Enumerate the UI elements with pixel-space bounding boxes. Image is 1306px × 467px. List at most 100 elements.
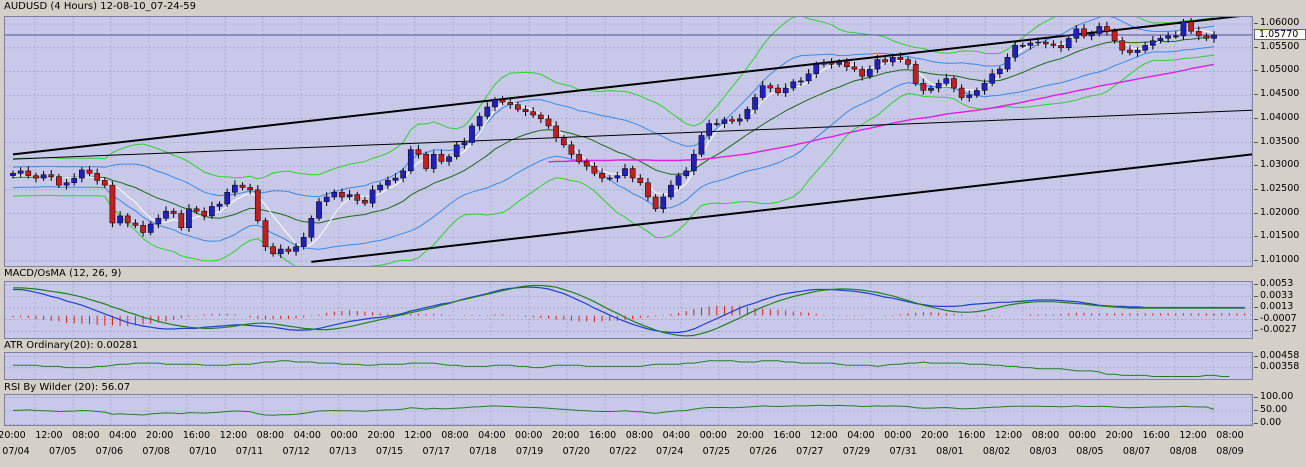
candle-up: [713, 123, 720, 125]
candle-up: [17, 170, 24, 174]
candle-up: [446, 156, 452, 162]
x-tick-date: 08/05: [1076, 446, 1104, 457]
candle-down: [86, 169, 93, 174]
macd-panel[interactable]: [4, 281, 1253, 339]
candle-up: [277, 248, 284, 255]
price-chart-title: AUDUSD (4 Hours) 12-08-10_07-24-59: [4, 1, 197, 12]
candle-up: [675, 175, 682, 186]
candle-up: [614, 175, 621, 179]
x-tick-time: 00:00: [884, 430, 912, 441]
candle-up: [935, 83, 942, 89]
macd-line: [13, 286, 1245, 334]
candle-up: [721, 119, 728, 124]
candle-down: [132, 222, 139, 226]
candle-up: [216, 203, 223, 207]
x-tick-time: 16:00: [182, 430, 211, 441]
candle-down: [507, 101, 514, 105]
candle-up: [316, 201, 322, 219]
candle-down: [201, 210, 208, 217]
candle-down: [339, 191, 345, 198]
candle-up: [866, 68, 873, 77]
candle-up: [369, 189, 376, 204]
x-tick-time: 20:00: [145, 430, 174, 441]
x-tick-date: 08/08: [1169, 446, 1197, 457]
trendline-mid: [12, 109, 1252, 160]
atr-chart[interactable]: [5, 353, 1253, 380]
x-tick-date: 07/25: [702, 446, 731, 457]
candle-up: [1096, 26, 1103, 34]
moving-average-short: [13, 27, 1215, 249]
x-tick-time: 20:00: [921, 430, 949, 441]
candle-up: [706, 123, 712, 136]
y-tick-label: -0.0007: [1254, 312, 1297, 324]
x-tick-time: 12:00: [404, 430, 432, 441]
candle-up: [790, 81, 797, 89]
candle-up: [1019, 45, 1026, 47]
x-tick-time: 20:00: [736, 430, 764, 441]
x-tick-time: 12:00: [994, 430, 1023, 441]
candle-up: [430, 154, 437, 169]
candle-up: [966, 94, 973, 98]
candle-down: [522, 109, 529, 112]
candle-up: [660, 196, 667, 210]
candle-up: [186, 208, 192, 228]
x-tick-date: 08/07: [1122, 446, 1151, 457]
rsi-chart[interactable]: [5, 395, 1253, 426]
candle-up: [1027, 42, 1034, 46]
candle-up: [683, 170, 690, 176]
candle-down: [767, 85, 774, 89]
y-tick-label: 0.0013: [1253, 301, 1294, 313]
candle-down: [912, 64, 919, 84]
price-panel[interactable]: [4, 16, 1253, 267]
candle-up: [1211, 34, 1217, 39]
candle-down: [1195, 30, 1202, 37]
candle-up: [1088, 33, 1095, 37]
x-tick-time: 20:00: [551, 430, 580, 441]
price-chart[interactable]: [5, 17, 1253, 267]
x-tick-time: 16:00: [1142, 430, 1170, 441]
x-tick-time: 04:00: [478, 430, 506, 441]
candle-down: [828, 62, 835, 65]
candle-up: [798, 80, 804, 83]
candle-down: [951, 78, 957, 89]
candle-down: [545, 118, 552, 127]
macd-chart[interactable]: [5, 282, 1253, 339]
x-tick-time: 00:00: [1068, 430, 1097, 441]
time-axis: 20:00 12:00 08:00 04:00 20:00 16:00 12:00 08:00…: [0, 428, 1306, 467]
x-tick-time: 20:00: [0, 430, 26, 441]
x-tick-time: 04:00: [662, 430, 691, 441]
candle-up: [1035, 41, 1041, 44]
candle-down: [859, 68, 865, 77]
candle-down: [170, 210, 177, 214]
x-tick-date: 07/06: [95, 446, 124, 457]
x-tick-time: 12:00: [219, 430, 248, 441]
atr-panel[interactable]: [4, 352, 1253, 380]
y-tick-label: 0.0033: [1253, 289, 1294, 301]
candle-up: [606, 177, 613, 180]
price-y-axis: 1.06000 1.05500 1.05000 1.04500 1.04000 1.035…: [1253, 16, 1306, 267]
candle-up: [1065, 38, 1072, 49]
candle-up: [974, 90, 980, 96]
x-tick-date: 07/18: [469, 446, 497, 457]
y-tick-label: 1.04000: [1253, 111, 1300, 123]
candle-up: [10, 173, 16, 176]
candle-down: [515, 104, 521, 110]
x-tick-date: 08/09: [1216, 446, 1244, 457]
rsi-line: [12, 404, 1215, 416]
x-tick-time: 12:00: [1179, 430, 1207, 441]
candle-down: [1058, 45, 1064, 49]
y-tick-label: 1.02000: [1253, 206, 1300, 218]
candle-down: [1111, 30, 1118, 41]
x-tick-time: 16:00: [773, 430, 801, 441]
x-tick-date: 08/02: [982, 446, 1011, 457]
candle-up: [209, 206, 215, 217]
candle-down: [583, 161, 590, 167]
x-tick-time: 04:00: [109, 430, 137, 441]
candle-up: [308, 218, 315, 238]
rsi-panel[interactable]: [4, 394, 1253, 426]
y-tick-label: 1.05500: [1253, 40, 1300, 52]
candle-down: [254, 189, 261, 221]
x-tick-time: 04:00: [847, 430, 875, 441]
y-tick-label: 1.02500: [1253, 182, 1300, 194]
candle-down: [239, 184, 246, 188]
